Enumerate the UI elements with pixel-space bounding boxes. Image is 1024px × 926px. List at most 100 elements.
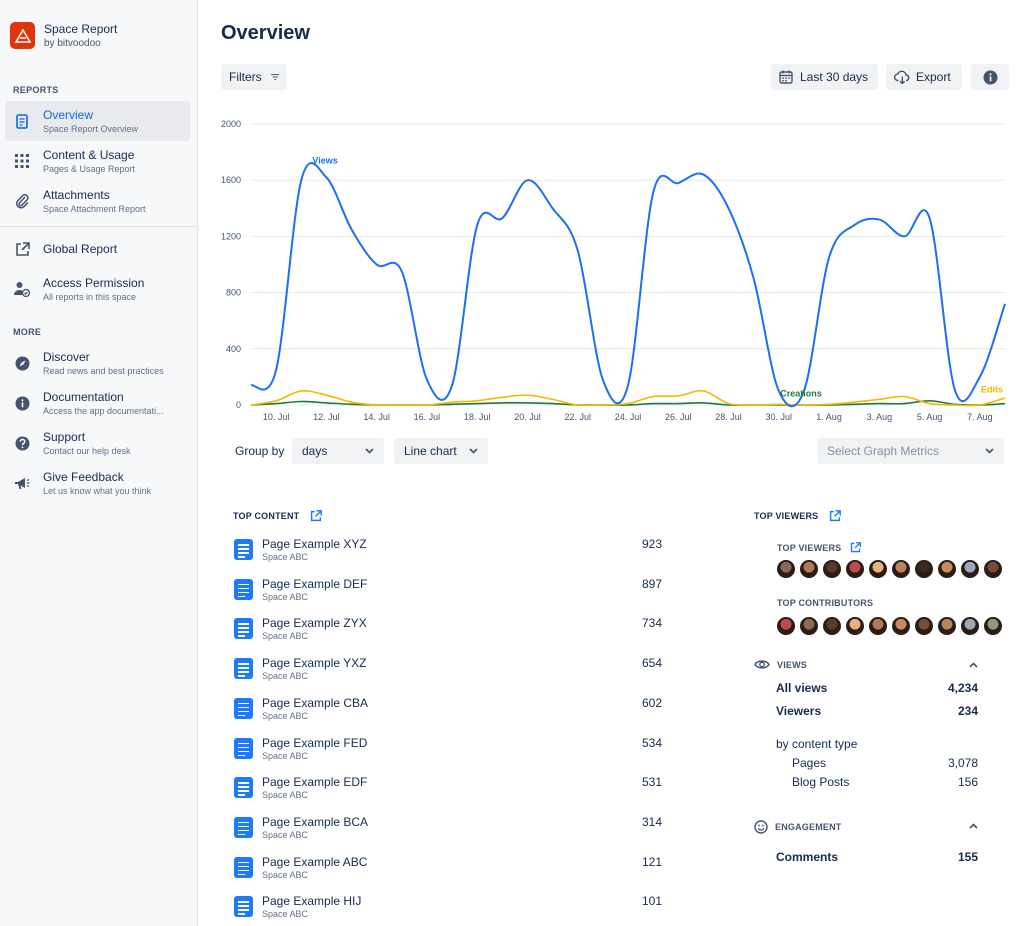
sidebar-item-title: Global Report (43, 242, 118, 256)
series-label-views: Views (312, 155, 337, 165)
sidebar-item-overview[interactable]: Overview Space Report Overview (5, 101, 190, 141)
content-row[interactable]: Page Example EDF Space ABC 531 (234, 775, 662, 805)
external-link-icon[interactable] (850, 542, 862, 553)
app-subtitle: by bitvoodoo (44, 38, 101, 49)
blog-posts-value: 156 (957, 775, 978, 789)
chevron-up-icon[interactable] (969, 823, 978, 829)
x-tick-label: 10. Jul (263, 412, 290, 422)
content-title: Page Example ABC (262, 854, 368, 869)
sidebar-item-discover[interactable]: Discover Read news and best practices (5, 343, 190, 383)
content-space: Space ABC (262, 869, 309, 880)
avatar[interactable] (983, 559, 1003, 579)
content-row[interactable]: Page Example ABC Space ABC 121 (234, 855, 662, 885)
x-tick-label: 22. Jul (564, 412, 591, 422)
chevron-up-icon[interactable] (969, 662, 978, 668)
content-row[interactable]: Page Example FED Space ABC 534 (234, 736, 662, 766)
x-tick-label: 7. Aug (967, 412, 993, 422)
sidebar-item-title: Documentation (43, 390, 124, 404)
top-contributors-label: TOP CONTRIBUTORS (777, 598, 874, 608)
avatar[interactable] (891, 616, 911, 636)
calendar-icon (779, 70, 793, 84)
comments-label: Comments (776, 850, 839, 864)
page-icon (234, 618, 253, 640)
export-label: Export (916, 70, 951, 84)
compass-icon (13, 354, 31, 372)
filters-button[interactable]: Filters (221, 64, 287, 90)
info-button[interactable] (971, 64, 1009, 90)
content-title: Page Example FED (262, 735, 368, 750)
avatar[interactable] (799, 559, 819, 579)
graph-metrics-select[interactable]: Select Graph Metrics (817, 438, 1004, 464)
date-range-button[interactable]: Last 30 days (771, 64, 878, 90)
chart-type-select[interactable]: Line chart (394, 438, 488, 464)
avatar[interactable] (868, 616, 888, 636)
avatar[interactable] (914, 616, 934, 636)
series-label-edits: Edits (981, 384, 1003, 394)
sidebar-item-title: Attachments (43, 188, 110, 202)
sidebar-item-global-report[interactable]: Global Report (5, 229, 190, 269)
sidebar-divider (0, 226, 198, 227)
reports-section-label: REPORTS (13, 85, 59, 95)
info-icon (983, 70, 997, 84)
group-by-value: days (302, 444, 328, 458)
content-row[interactable]: Page Example BCA Space ABC 314 (234, 815, 662, 845)
page-icon (234, 697, 253, 719)
sidebar-item-give-feedback[interactable]: Give Feedback Let us know what you think (5, 463, 190, 503)
views-line-chart: 0 400 800 1200 1600 2000 10. Jul 12. Jul 14. Jul… (221, 119, 1006, 422)
user-check-icon (13, 280, 31, 298)
by-content-type-label: by content type (776, 737, 858, 751)
x-tick-label: 3. Aug (867, 412, 893, 422)
content-title: Page Example CBA (262, 695, 369, 710)
app-title: Space Report (44, 22, 118, 36)
external-link-icon[interactable] (829, 510, 842, 522)
content-views: 531 (641, 775, 662, 790)
avatar[interactable] (776, 616, 796, 636)
content-views: 314 (641, 814, 662, 829)
content-row[interactable]: Page Example XYZ Space ABC 923 (234, 537, 662, 567)
avatar[interactable] (799, 616, 819, 636)
sidebar-item-access-permission[interactable]: Access Permission All reports in this spa… (5, 269, 190, 309)
sidebar-item-content-usage[interactable]: Content & Usage Pages & Usage Report (5, 141, 190, 181)
content-row[interactable]: Page Example YXZ Space ABC 654 (234, 656, 662, 686)
top-content-title: TOP CONTENT (233, 511, 300, 521)
megaphone-icon (13, 474, 31, 492)
avatar[interactable] (960, 616, 980, 636)
avatar[interactable] (822, 559, 842, 579)
content-row[interactable]: Page Example DEF Space ABC 897 (234, 577, 662, 607)
avatar[interactable] (937, 559, 957, 579)
views-heading[interactable]: VIEWS (754, 659, 807, 670)
content-views: 897 (641, 576, 662, 591)
top-viewers-title: TOP VIEWERS (754, 511, 819, 521)
content-space: Space ABC (262, 750, 309, 761)
main-content: Overview Filters Last 30 days Export 0 40… (199, 0, 1024, 926)
y-tick-label: 1200 (221, 231, 241, 241)
avatar[interactable] (845, 616, 865, 636)
group-by-select[interactable]: days (292, 438, 384, 464)
x-tick-label: 24. Jul (615, 412, 642, 422)
engagement-heading[interactable]: ENGAGEMENT (754, 820, 842, 834)
avatar[interactable] (868, 559, 888, 579)
filters-label: Filters (229, 70, 262, 84)
content-row[interactable]: Page Example ZYX Space ABC 734 (234, 616, 662, 646)
avatar[interactable] (937, 616, 957, 636)
avatar[interactable] (891, 559, 911, 579)
top-contributors-avatars (776, 616, 1006, 636)
series-line-edits (250, 389, 1006, 407)
content-row[interactable]: Page Example HIJ Space ABC 101 (234, 894, 662, 924)
avatar[interactable] (776, 559, 796, 579)
content-row[interactable]: Page Example CBA Space ABC 602 (234, 696, 662, 726)
export-button[interactable]: Export (886, 64, 962, 90)
app-brand[interactable]: Space Report by bitvoodoo (10, 22, 117, 49)
page-icon (234, 816, 253, 838)
group-by-label: Group by (235, 444, 285, 458)
avatar[interactable] (983, 616, 1003, 636)
avatar[interactable] (822, 616, 842, 636)
avatar[interactable] (845, 559, 865, 579)
avatar[interactable] (914, 559, 934, 579)
sidebar-item-documentation[interactable]: Documentation Access the app documentati.… (5, 383, 190, 423)
avatar[interactable] (960, 559, 980, 579)
sidebar-item-attachments[interactable]: Attachments Space Attachment Report (5, 181, 190, 221)
x-tick-label: 14. Jul (363, 412, 390, 422)
sidebar-item-support[interactable]: Support Contact our help desk (5, 423, 190, 463)
external-link-icon[interactable] (310, 510, 323, 522)
